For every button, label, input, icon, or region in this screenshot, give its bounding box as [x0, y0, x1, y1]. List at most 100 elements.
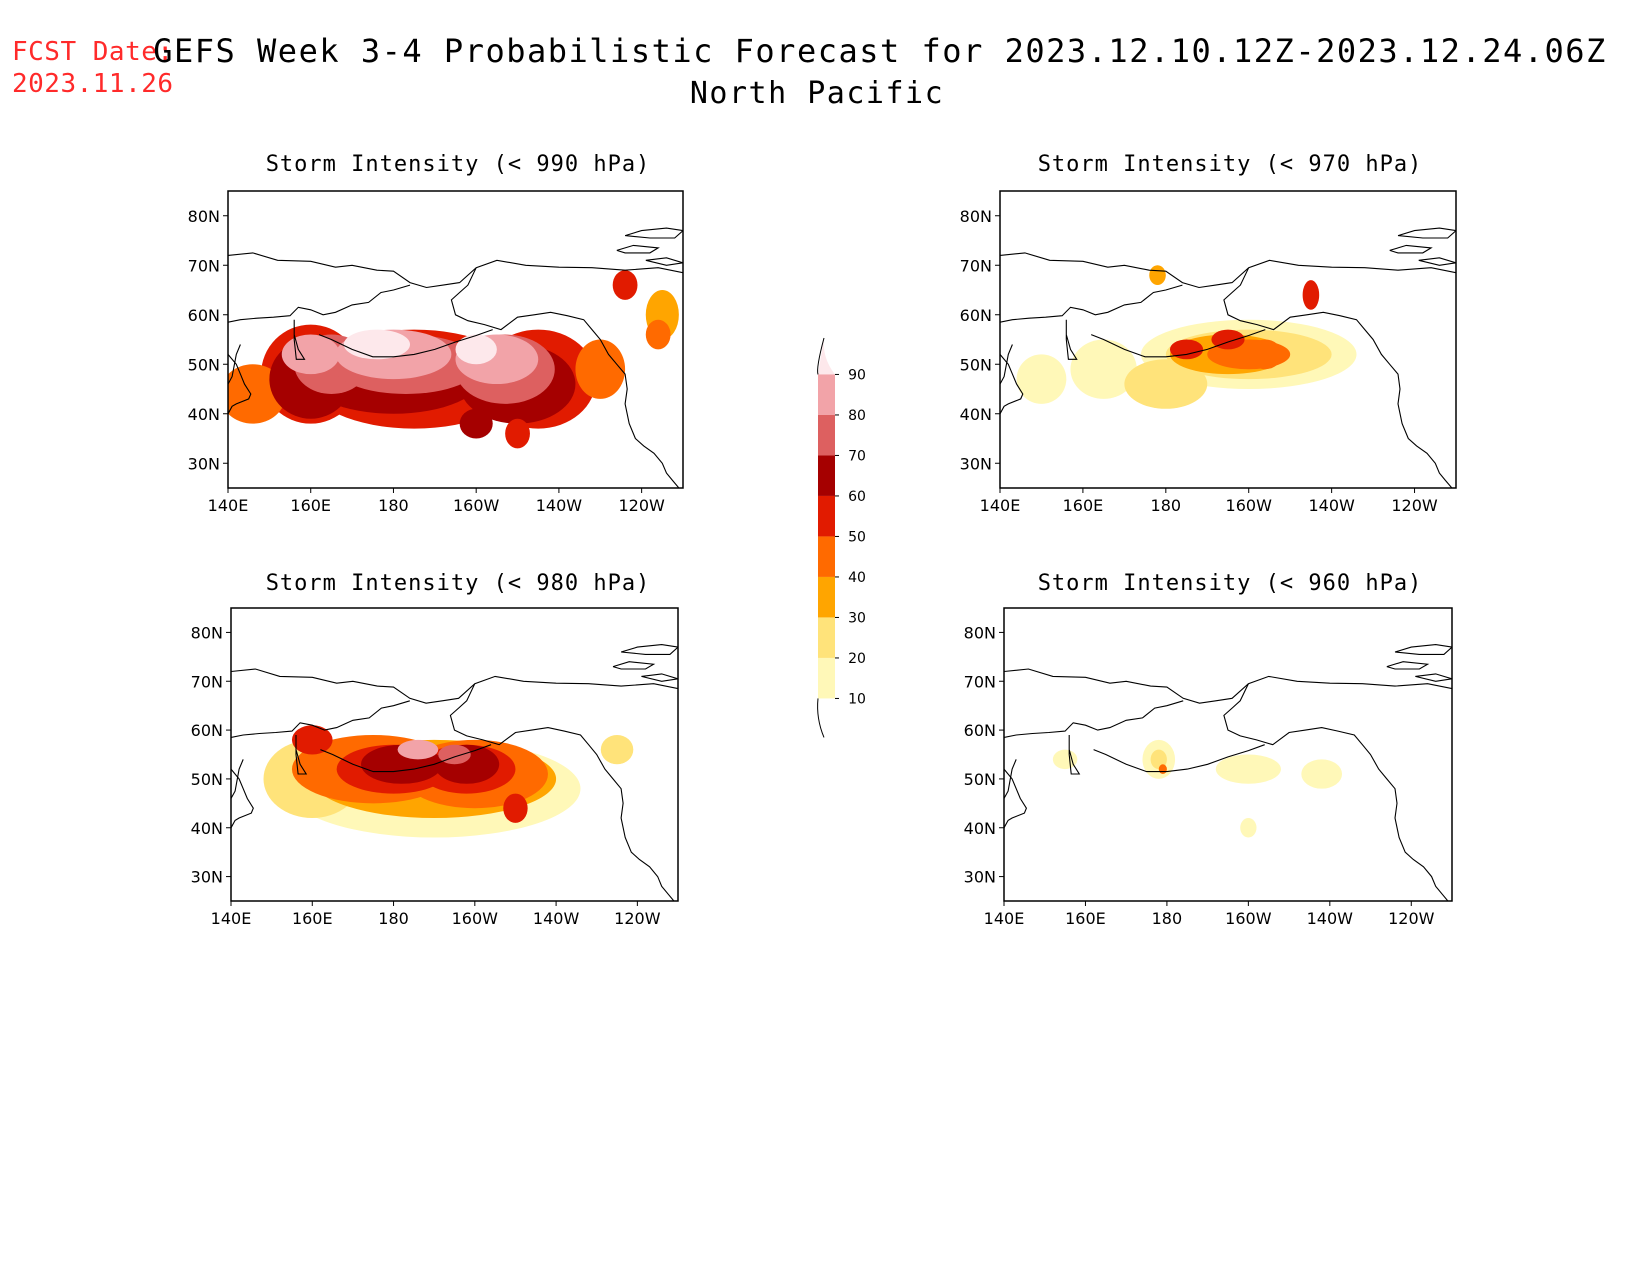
lat-tick-label: 70N — [964, 672, 996, 691]
lat-tick-label: 30N — [964, 868, 996, 887]
probability-region — [1052, 749, 1078, 770]
coastline — [318, 329, 493, 358]
lat-tick-label: 80N — [964, 623, 996, 642]
coastline — [1093, 744, 1265, 773]
coastline — [228, 252, 683, 289]
colorbar-segment — [818, 414, 835, 456]
lat-tick-label: 70N — [188, 256, 220, 275]
lon-tick-label: 180 — [1151, 496, 1182, 515]
colorbar-cap-top — [818, 338, 835, 375]
coastline — [228, 344, 241, 385]
coastline — [1004, 759, 1017, 799]
probability-region — [1215, 754, 1281, 784]
lat-tick-label: 60N — [188, 306, 220, 325]
probability-region — [1158, 764, 1167, 775]
coastline — [1415, 673, 1452, 682]
lat-tick-label: 50N — [964, 770, 996, 789]
coastline — [645, 257, 683, 266]
coastline — [450, 267, 680, 488]
lat-tick-label: 60N — [964, 721, 996, 740]
colorbar-label: 90 — [848, 367, 866, 383]
probability-region — [291, 725, 333, 755]
coastline — [620, 644, 678, 655]
lat-tick-label: 40N — [188, 405, 220, 424]
map-panel-990: 80N 70N 60N 50N 40N 30N 140E 160E 180 160W 140W 120… — [188, 190, 684, 515]
lon-tick-label: 160W — [453, 496, 500, 515]
probability-region — [1302, 280, 1320, 310]
map-panel-980: 80N 70N 60N 50N 40N 30N 140E 160E 180 160W 140W 120… — [191, 607, 679, 928]
coastline — [1418, 257, 1456, 266]
colorbar-label: 30 — [848, 610, 866, 626]
forecast-date-value: 2023.11.26 — [12, 69, 174, 99]
coastline — [1068, 735, 1081, 775]
colorbar-segment — [818, 495, 835, 537]
lon-tick-label: 120W — [1391, 496, 1438, 515]
figure-title: GEFS Week 3-4 Probabilistic Forecast for… — [153, 32, 1607, 70]
lon-tick-label: 160E — [292, 909, 333, 928]
coastline — [1004, 668, 1452, 704]
coastline — [1000, 354, 1024, 415]
lat-tick-label: 40N — [191, 819, 223, 838]
lat-tick-label: 40N — [964, 819, 996, 838]
colorbar-label: 60 — [848, 489, 866, 505]
map-frame — [227, 190, 684, 489]
coastline — [228, 354, 252, 415]
probability-region — [397, 739, 439, 760]
colorbar-label: 50 — [848, 529, 866, 545]
colorbar-segment — [818, 576, 835, 618]
lon-tick-label: 140W — [1307, 909, 1354, 928]
lon-tick-label: 180 — [378, 496, 409, 515]
map-panel-960: 80N 70N 60N 50N 40N 30N 140E 160E 180 160W 140W 120… — [964, 607, 1453, 928]
probability-region — [575, 339, 626, 399]
coastline — [1397, 227, 1456, 239]
map-frame — [1003, 607, 1453, 902]
lat-tick-label: 60N — [960, 306, 992, 325]
lon-tick-label: 180 — [1152, 909, 1183, 928]
lat-tick-label: 70N — [191, 672, 223, 691]
coastline — [1223, 683, 1449, 901]
colorbar-segment — [818, 374, 835, 415]
lat-tick-label: 80N — [960, 207, 992, 226]
probability-region — [612, 270, 638, 300]
colorbar: 90 80 70 60 50 40 30 20 10 — [817, 337, 866, 738]
coastline — [231, 668, 678, 704]
coastline — [612, 661, 656, 670]
coastline — [1394, 644, 1452, 655]
colorbar-segment — [818, 657, 835, 699]
lon-tick-label: 140W — [536, 496, 583, 515]
lat-tick-label: 50N — [960, 355, 992, 374]
lon-tick-label: 140E — [211, 909, 252, 928]
probability-region — [459, 408, 493, 439]
lat-tick-label: 80N — [188, 207, 220, 226]
lat-tick-label: 30N — [191, 868, 223, 887]
lon-tick-label: 140W — [1308, 496, 1355, 515]
colorbar-label: 80 — [848, 408, 866, 424]
coastline — [616, 244, 660, 254]
lon-tick-label: 140E — [208, 496, 249, 515]
coastline — [1090, 329, 1266, 358]
coastline — [1000, 284, 1183, 323]
coastline — [231, 759, 244, 799]
probability-region — [343, 329, 410, 360]
map-frame — [999, 190, 1457, 489]
lat-tick-label: 50N — [188, 355, 220, 374]
probability-region — [503, 793, 528, 823]
colorbar-segment — [818, 455, 835, 496]
coastline — [641, 673, 678, 682]
lon-tick-label: 180 — [378, 909, 409, 928]
lat-tick-label: 30N — [188, 454, 220, 473]
probability-region — [1240, 817, 1257, 838]
lon-tick-label: 160W — [452, 909, 499, 928]
coastline — [1004, 700, 1184, 738]
coastline — [295, 735, 308, 775]
figure-subtitle: North Pacific — [689, 76, 945, 111]
lon-tick-label: 120W — [618, 496, 665, 515]
coastline — [624, 227, 683, 239]
lon-tick-label: 120W — [1388, 909, 1435, 928]
colorbar-segment — [818, 617, 835, 658]
panel-title-960: Storm Intensity (< 960 hPa) — [1037, 571, 1423, 596]
lon-tick-label: 140W — [533, 909, 580, 928]
colorbar-segment — [818, 536, 835, 577]
colorbar-label: 70 — [848, 448, 866, 464]
probability-region — [1169, 339, 1204, 360]
